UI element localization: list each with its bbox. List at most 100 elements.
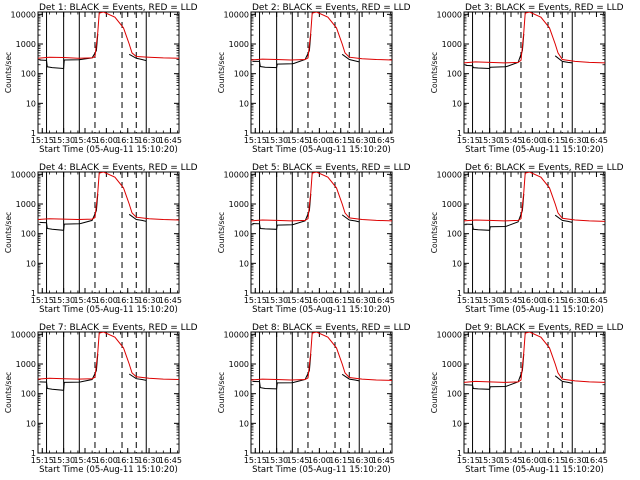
x-tick-label: 16:00	[308, 136, 331, 145]
y-tick-label: 1000	[442, 40, 462, 49]
x-tick-label: 15:45	[73, 456, 96, 465]
x-tick-label: 16:00	[521, 296, 544, 305]
x-tick-label: 16:15	[116, 456, 139, 465]
y-tick-label: 10	[239, 419, 249, 428]
y-tick-label: 10000	[224, 330, 249, 339]
x-tick-label: 16:45	[585, 296, 608, 305]
chart-title: Det 3: BLACK = Events, RED = LLD	[465, 3, 624, 13]
y-tick-label: 1000	[229, 360, 249, 369]
series-line-black-1	[128, 373, 147, 381]
x-tick-label: 15:45	[286, 136, 309, 145]
x-tick-label: 16:45	[159, 456, 182, 465]
x-tick-label: 16:15	[542, 296, 565, 305]
y-axis-label: Counts/sec	[430, 372, 439, 413]
y-tick-label: 1	[244, 129, 249, 138]
y-tick-label: 10000	[224, 10, 249, 19]
x-tick-label: 16:30	[351, 456, 374, 465]
x-tick-label: 15:45	[73, 296, 96, 305]
y-tick-label: 10	[239, 259, 249, 268]
y-tick-label: 10	[452, 259, 462, 268]
x-tick-label: 16:45	[372, 136, 395, 145]
chart-title: Det 7: BLACK = Events, RED = LLD	[39, 323, 198, 333]
y-tick-label: 10000	[437, 10, 462, 19]
y-tick-label: 100	[447, 70, 462, 79]
chart-title: Det 8: BLACK = Events, RED = LLD	[252, 323, 411, 333]
y-tick-label: 100	[21, 230, 36, 239]
series-line-black-1	[554, 375, 573, 384]
y-tick-label: 100	[447, 390, 462, 399]
series-line-black-0	[252, 193, 312, 230]
y-axis-label: Counts/sec	[4, 372, 13, 413]
y-tick-label: 10000	[437, 330, 462, 339]
y-tick-label: 10	[26, 99, 36, 108]
x-tick-label: 16:00	[521, 456, 544, 465]
y-tick-label: 100	[234, 230, 249, 239]
y-axis-label: Counts/sec	[4, 52, 13, 93]
plot-frame	[463, 171, 606, 294]
series-line-black-1	[554, 214, 573, 223]
x-tick-label: 15:45	[73, 136, 96, 145]
chart-title: Det 4: BLACK = Events, RED = LLD	[39, 163, 198, 173]
x-tick-label: 15:15	[31, 296, 54, 305]
y-tick-label: 10000	[224, 170, 249, 179]
x-tick-label: 15:15	[244, 456, 267, 465]
y-tick-label: 1	[244, 289, 249, 298]
y-tick-label: 100	[21, 390, 36, 399]
y-tick-label: 100	[234, 70, 249, 79]
x-axis-label: Start Time (05-Aug-11 15:10:20)	[39, 305, 178, 315]
y-tick-label: 10	[26, 259, 36, 268]
x-tick-label: 15:45	[499, 456, 522, 465]
x-axis-label: Start Time (05-Aug-11 15:10:20)	[252, 305, 391, 315]
y-tick-label: 1000	[16, 40, 36, 49]
series-line-black-1	[341, 214, 360, 223]
x-axis-label: Start Time (05-Aug-11 15:10:20)	[252, 465, 391, 475]
x-axis-label: Start Time (05-Aug-11 15:10:20)	[39, 145, 178, 155]
x-tick-label: 16:15	[329, 456, 352, 465]
x-tick-label: 15:15	[31, 456, 54, 465]
plot-frame	[37, 171, 180, 294]
x-axis-label: Start Time (05-Aug-11 15:10:20)	[465, 305, 604, 315]
chart-title: Det 9: BLACK = Events, RED = LLD	[465, 323, 624, 333]
x-tick-label: 16:45	[585, 136, 608, 145]
x-tick-label: 16:30	[564, 136, 587, 145]
x-tick-label: 16:15	[116, 296, 139, 305]
x-tick-label: 16:15	[542, 456, 565, 465]
series-line-black-1	[341, 373, 360, 382]
chart-panel-3: Det 3: BLACK = Events, RED = LLD 1 10 100 10…	[430, 3, 624, 155]
x-axis-label: Start Time (05-Aug-11 15:10:20)	[465, 145, 604, 155]
series-line-black-1	[128, 213, 147, 222]
x-tick-label: 15:30	[52, 136, 75, 145]
x-tick-label: 15:15	[457, 296, 480, 305]
x-tick-label: 16:45	[372, 296, 395, 305]
series-line-black-0	[252, 353, 312, 390]
y-tick-label: 1000	[229, 40, 249, 49]
series-line-black-1	[128, 53, 147, 62]
chart-panel-4: Det 4: BLACK = Events, RED = LLD 1 10 100 10…	[4, 163, 198, 315]
x-tick-label: 15:15	[457, 456, 480, 465]
plot-frame	[37, 331, 180, 454]
series-line-black-0	[252, 33, 312, 69]
series-line-red-2	[464, 172, 605, 222]
x-tick-label: 16:30	[351, 296, 374, 305]
x-tick-label: 16:30	[138, 296, 161, 305]
x-tick-label: 15:15	[244, 296, 267, 305]
y-tick-label: 1	[31, 289, 36, 298]
series-line-red-2	[251, 12, 392, 61]
y-axis-label: Counts/sec	[217, 52, 226, 93]
chart-panel-2: Det 2: BLACK = Events, RED = LLD 1 10 100 10…	[217, 3, 411, 155]
plot-frame	[250, 11, 393, 134]
x-tick-label: 15:45	[286, 456, 309, 465]
chart-panel-6: Det 6: BLACK = Events, RED = LLD 1 10 100 10…	[430, 163, 624, 315]
x-tick-label: 16:00	[521, 136, 544, 145]
series-line-black-0	[465, 353, 525, 390]
y-tick-label: 1000	[229, 200, 249, 209]
y-tick-label: 1	[31, 449, 36, 458]
x-tick-label: 16:45	[372, 456, 395, 465]
y-axis-label: Counts/sec	[4, 212, 13, 253]
series-line-red-2	[38, 12, 179, 59]
series-line-red-2	[464, 12, 605, 64]
series-line-black-1	[341, 53, 360, 63]
x-tick-label: 15:15	[31, 136, 54, 145]
x-tick-label: 15:45	[286, 296, 309, 305]
